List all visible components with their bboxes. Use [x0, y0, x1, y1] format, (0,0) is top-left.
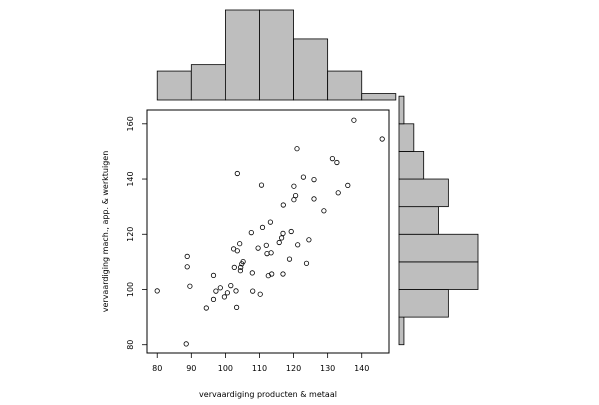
data-point	[234, 304, 240, 310]
data-point	[306, 237, 312, 243]
data-point	[300, 174, 306, 180]
data-point	[210, 272, 217, 278]
x-tick-label: 80	[152, 364, 162, 373]
data-point	[234, 248, 240, 254]
data-point	[258, 182, 265, 188]
data-point	[276, 239, 282, 246]
data-point	[268, 250, 274, 256]
x-axis: 80 90 100 110 120 130 140	[152, 353, 369, 373]
y-histogram-bar	[398, 206, 439, 235]
data-point	[187, 283, 193, 289]
x-tick-label: 100	[218, 364, 233, 373]
y-histogram-bar	[398, 151, 425, 180]
y-tick-label: 120	[126, 227, 135, 242]
data-point	[311, 177, 317, 183]
data-point	[255, 245, 261, 251]
data-point	[269, 271, 275, 277]
y-histogram-bar	[398, 316, 405, 346]
data-points	[154, 117, 385, 347]
y-histogram-bar	[398, 261, 479, 290]
y-tick-label: 160	[126, 116, 135, 131]
data-point	[249, 270, 255, 276]
data-point	[203, 305, 209, 311]
y-tick-label: 80	[126, 340, 135, 350]
x-tick-label: 90	[186, 364, 196, 373]
data-point	[379, 136, 385, 142]
data-point	[238, 264, 244, 270]
x-histogram-bar	[224, 9, 260, 101]
data-point	[286, 256, 293, 262]
data-point	[267, 219, 273, 225]
data-point	[257, 291, 263, 297]
y-histogram-bar	[398, 233, 479, 263]
data-point	[263, 242, 269, 248]
data-point	[233, 288, 239, 294]
scatter-plot-area: 80 90 100 110 120 130 140 80 100 120 140 160	[126, 109, 390, 373]
data-point	[303, 260, 310, 266]
y-histogram-bar	[398, 289, 449, 318]
data-point	[280, 202, 286, 208]
data-point	[248, 230, 254, 236]
data-point	[351, 117, 357, 123]
x-axis-title: vervaardiging producten & metaal	[199, 390, 337, 399]
x-histogram-bar	[259, 9, 294, 101]
y-axis: 80 100 120 140 160	[126, 116, 147, 350]
data-point	[224, 290, 230, 296]
data-point	[183, 341, 189, 347]
x-tick-label: 140	[354, 364, 369, 373]
data-point	[280, 230, 286, 236]
x-histogram-bar	[156, 70, 192, 101]
data-point	[154, 288, 160, 294]
data-point	[228, 282, 234, 289]
y-histogram-bar	[398, 123, 415, 152]
data-point	[184, 253, 190, 259]
data-point	[295, 242, 301, 248]
data-point	[217, 285, 223, 291]
data-point	[231, 264, 237, 270]
x-tick-label: 120	[286, 364, 301, 373]
plot-frame	[146, 109, 390, 354]
data-point	[321, 208, 327, 214]
data-point	[210, 296, 217, 302]
data-point	[292, 193, 299, 199]
x-histogram-bar	[327, 70, 363, 101]
x-tick-label: 110	[252, 364, 267, 373]
y-tick-label: 140	[126, 171, 135, 186]
x-histogram-bar	[293, 38, 329, 101]
y-axis-title: vervaardiging mach., app. & werktuigen	[101, 151, 110, 313]
data-point	[264, 251, 270, 257]
data-point	[280, 271, 286, 277]
x-histogram-bar	[361, 93, 397, 101]
data-point	[250, 288, 256, 294]
data-point	[335, 190, 341, 196]
data-point	[329, 156, 335, 162]
y-tick-label: 100	[126, 282, 135, 297]
y-histogram-bar	[398, 95, 405, 125]
data-point	[240, 258, 246, 265]
data-point	[311, 196, 317, 202]
data-point	[184, 264, 190, 270]
data-point	[294, 146, 300, 152]
data-point	[334, 159, 340, 166]
data-point	[213, 288, 219, 294]
y-marginal-histogram	[398, 95, 479, 346]
data-point	[278, 235, 285, 241]
data-point	[288, 228, 294, 235]
data-point	[237, 241, 243, 247]
data-point	[237, 268, 243, 274]
y-histogram-bar	[398, 178, 449, 208]
data-point	[345, 182, 351, 188]
x-histogram-bar	[190, 64, 226, 101]
data-point	[234, 170, 240, 177]
x-marginal-histogram	[156, 9, 397, 101]
data-point	[221, 294, 227, 300]
data-point	[291, 183, 297, 189]
data-point	[259, 224, 266, 230]
x-tick-label: 130	[320, 364, 335, 373]
